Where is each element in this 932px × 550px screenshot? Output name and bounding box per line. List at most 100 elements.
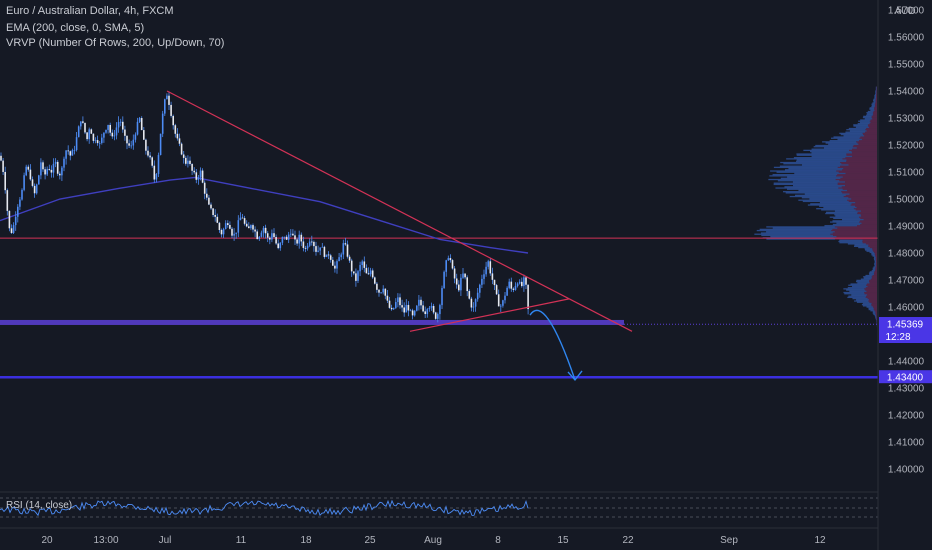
volume-bar (873, 266, 876, 268)
volume-bar-down (872, 114, 877, 116)
volume-bar-down (865, 289, 877, 291)
time-tick-label: 20 (41, 535, 53, 546)
volume-bar (834, 214, 861, 216)
volume-bar (873, 101, 876, 103)
volume-bar-down (836, 170, 877, 172)
candle-body (508, 281, 510, 288)
volume-bar-down (835, 178, 877, 181)
arrow-head (567, 370, 583, 381)
candle-body (84, 122, 86, 133)
volume-bar-down (843, 167, 877, 170)
volume-bar (798, 199, 848, 201)
volume-bar (846, 289, 866, 291)
volume-bar-down (874, 108, 877, 110)
candle-body (424, 311, 426, 315)
candle-body (161, 113, 164, 134)
candle-body (98, 142, 101, 144)
volume-bar (872, 267, 876, 269)
time-tick-label: 12 (814, 535, 826, 546)
volume-bar-down (864, 135, 877, 137)
candle-body (327, 254, 330, 256)
candle-body (155, 173, 158, 180)
volume-bar-down (866, 127, 877, 130)
volume-bar (839, 239, 863, 241)
candle-body (201, 170, 204, 183)
candle-body (487, 261, 489, 267)
volume-bar-down (875, 257, 877, 260)
candle-body (17, 206, 19, 217)
volume-bar (830, 221, 860, 223)
price-tick-label: 1.47000 (888, 276, 925, 287)
candle-body (470, 298, 473, 308)
candle-body (455, 278, 458, 285)
candle-body (140, 118, 143, 131)
candle-body (82, 121, 84, 123)
candle-body (113, 135, 116, 137)
time-tick-label: 18 (300, 535, 312, 546)
volume-bar-down (856, 147, 877, 149)
volume-bar-down (864, 288, 877, 290)
volume-bar (816, 208, 854, 210)
volume-bar (870, 109, 875, 111)
volume-bar (848, 295, 867, 297)
candle-body (174, 125, 177, 134)
currency-label: AUD (894, 6, 915, 17)
volume-bar-down (869, 282, 877, 284)
grid (0, 491, 932, 529)
volume-bar (868, 272, 874, 274)
vrvp-legend[interactable]: VRVP (Number Of Rows, 200, Up/Down, 70) (6, 37, 225, 49)
candle-body (189, 160, 191, 164)
volume-bar-down (876, 265, 877, 267)
ema-legend[interactable]: EMA (200, close, 0, SMA, 5) (6, 22, 145, 34)
rsi-legend[interactable]: RSI (14, close) (6, 500, 73, 511)
volume-bar-down (852, 155, 877, 158)
candle-body (8, 210, 11, 229)
candle-body (159, 133, 162, 156)
volume-bar-down (870, 121, 877, 124)
volume-bar (851, 294, 868, 296)
volume-bar-down (874, 105, 877, 108)
volume-bar-down (871, 304, 877, 306)
volume-bar (796, 159, 847, 161)
candle-body (210, 204, 212, 209)
volume-bar (847, 243, 866, 245)
candle-body (426, 309, 429, 315)
volume-bar-down (846, 160, 877, 162)
candle-body (401, 305, 403, 308)
candle-body (126, 135, 128, 144)
volume-bar-down (842, 192, 877, 194)
candle-body (485, 266, 487, 275)
volume-bar (754, 233, 831, 235)
price-tick-label: 1.56000 (888, 33, 925, 44)
volume-bar-down (857, 142, 877, 144)
volume-bar-down (861, 222, 877, 224)
volume-bar-down (834, 238, 877, 240)
volume-bar-down (873, 110, 877, 113)
candle-body (10, 228, 13, 233)
volume-bar-down (838, 187, 877, 189)
volume-bar-down (874, 104, 877, 107)
volume-bar (865, 249, 873, 251)
candle-body (342, 243, 345, 255)
candle-body (344, 243, 347, 245)
candle-body (472, 306, 475, 308)
candle-body (54, 161, 57, 164)
volume-bar-down (868, 245, 877, 248)
volume-bar (847, 296, 866, 299)
volume-bar-down (875, 263, 877, 266)
volume-bar (811, 155, 853, 158)
candle-body (269, 237, 271, 240)
volume-bar-down (866, 283, 877, 285)
time-axis[interactable]: 20 13:00 Jul 11 18 25 Aug 8 15 22 Sep 12 (41, 535, 826, 546)
symbol-title[interactable]: Euro / Australian Dollar, 4h, FXCM (6, 5, 174, 17)
volume-bar-down (859, 137, 877, 139)
candle-body (460, 277, 462, 291)
candle-body (224, 223, 227, 230)
candle-body (434, 312, 437, 319)
candle-body (35, 184, 38, 194)
volume-bar-down (866, 130, 877, 132)
volume-bar (875, 87, 877, 90)
